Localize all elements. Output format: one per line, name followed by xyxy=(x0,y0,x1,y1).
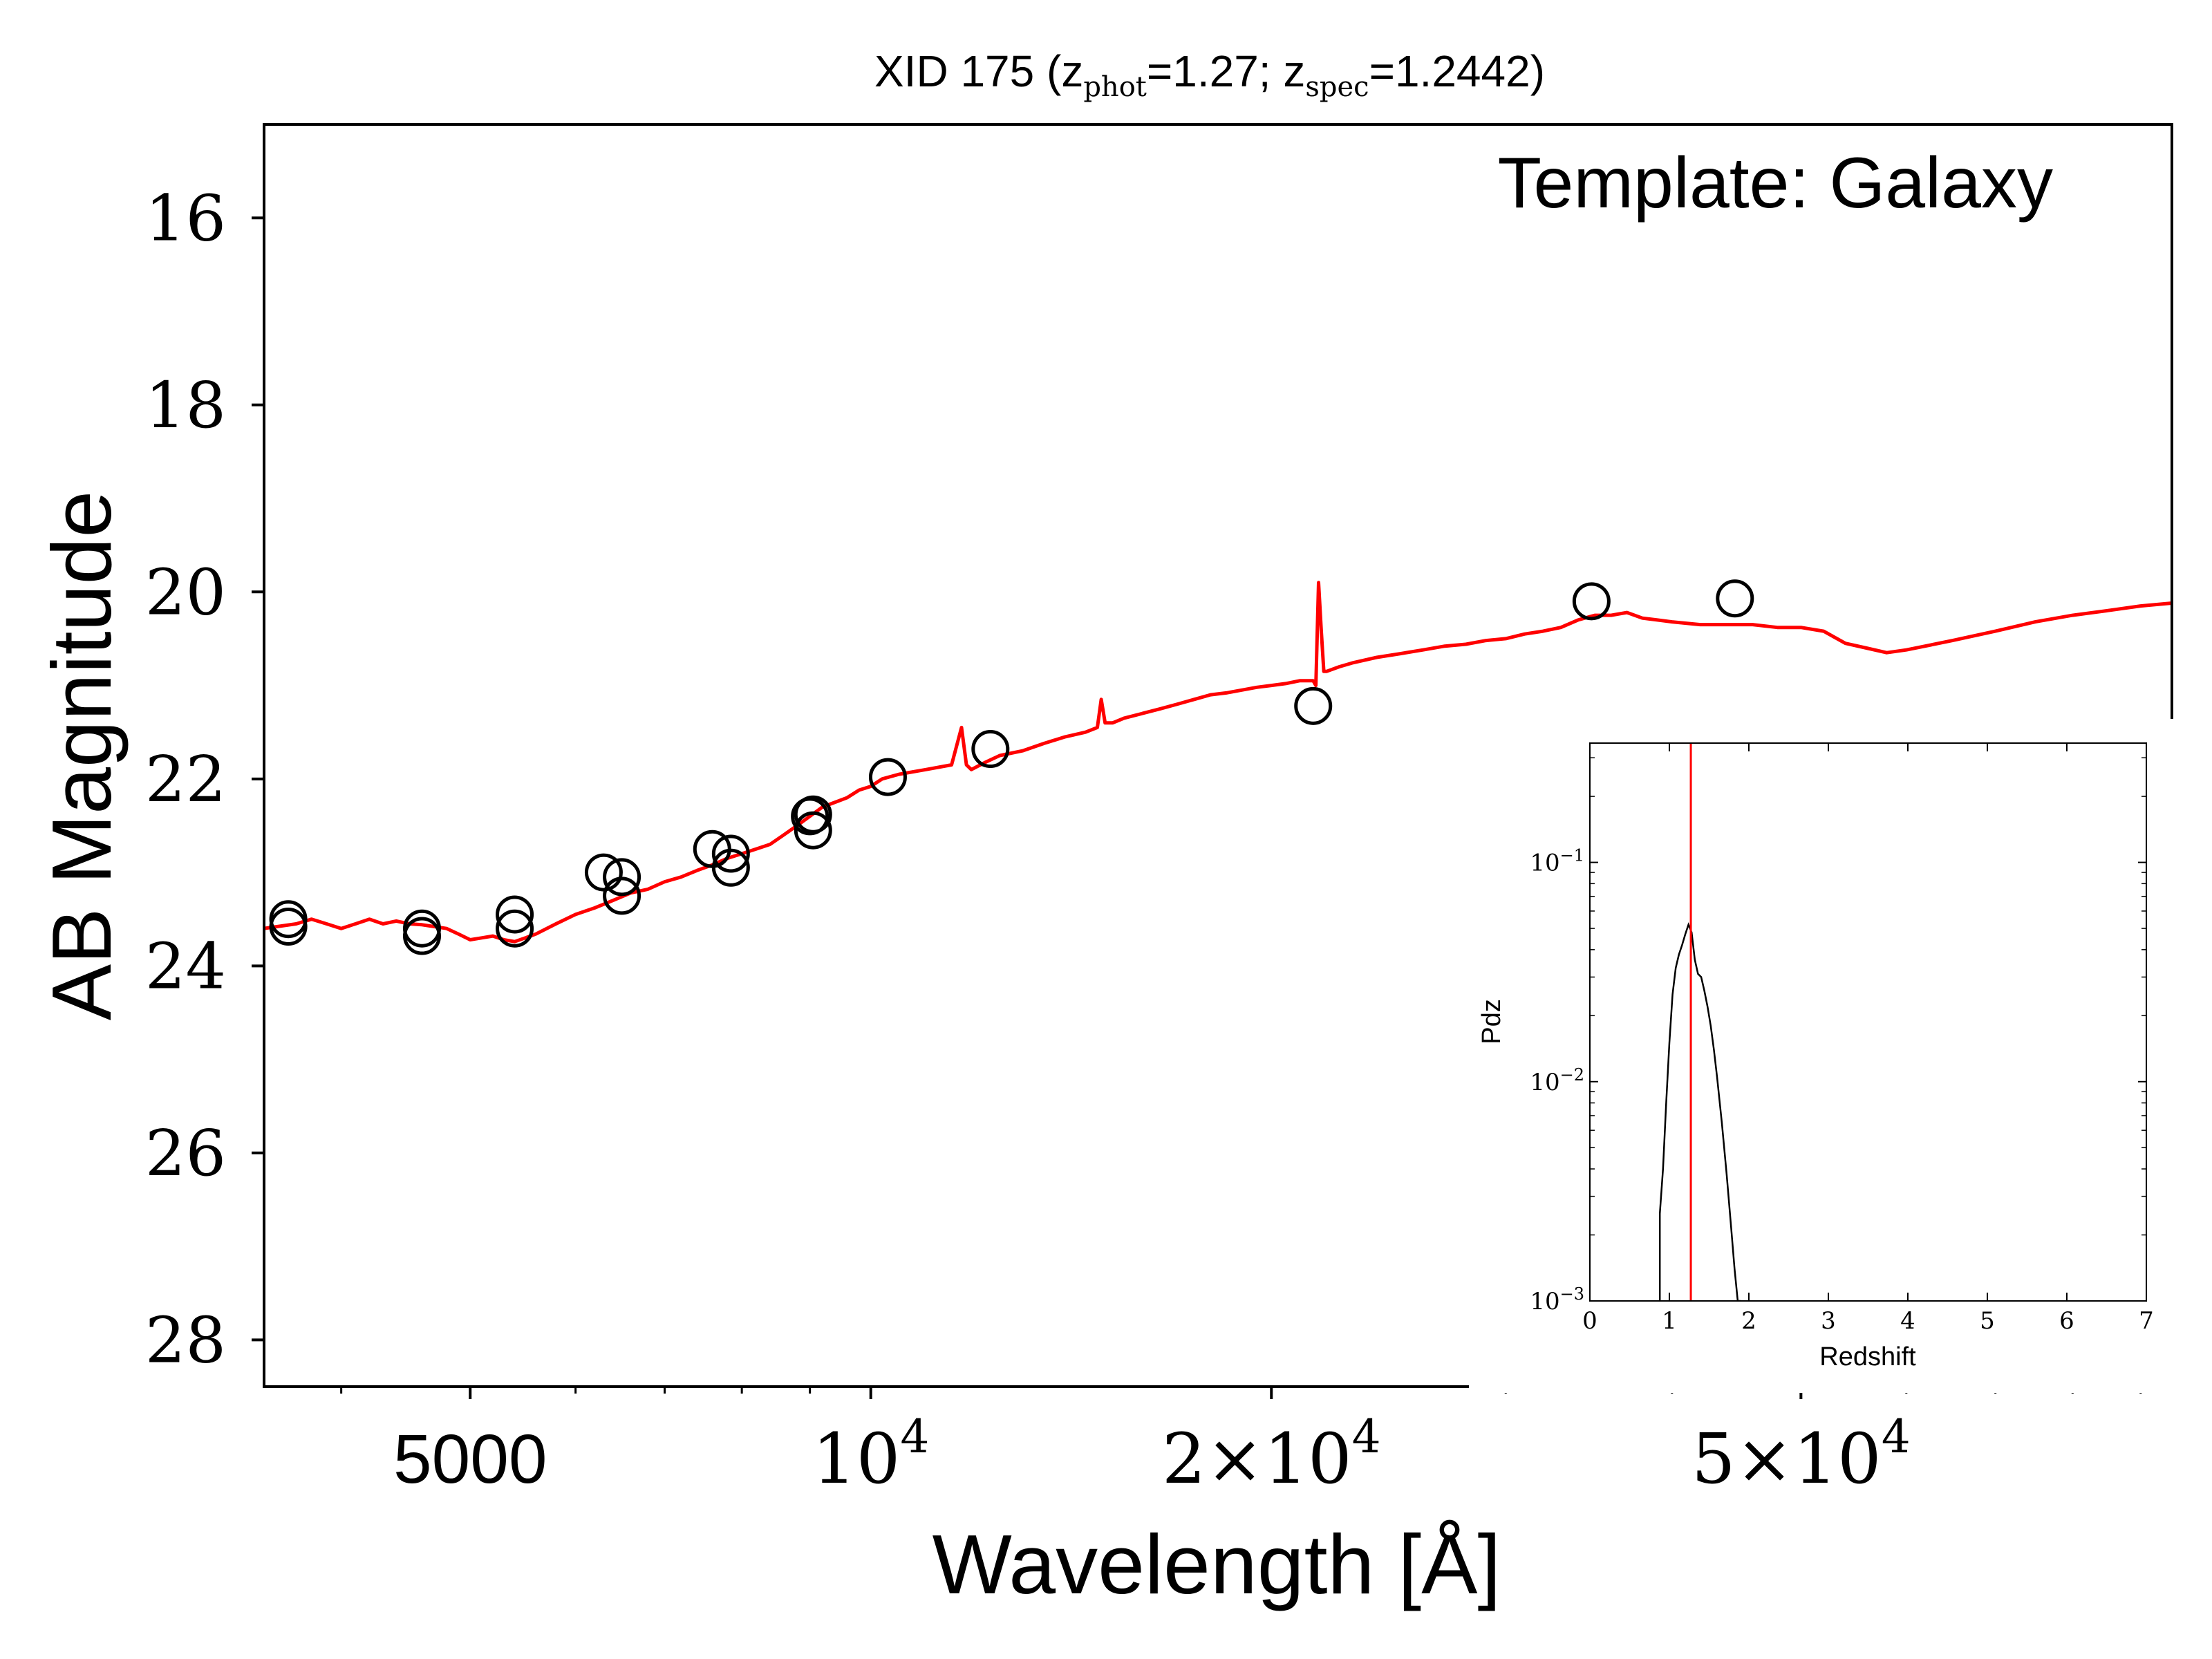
sed-x-ticks: 5000 104 2×104 5×104 xyxy=(340,1387,2142,1499)
pdz-y-tick-label: 10−3 xyxy=(1530,1284,1584,1315)
inset-background xyxy=(1469,719,2177,1393)
pdz-curve xyxy=(1658,922,1741,1301)
photometry-point xyxy=(794,795,832,834)
pdz-x-tick-label: 1 xyxy=(1662,1307,1677,1335)
photometry-point xyxy=(1716,579,1754,618)
pdz-plot-area xyxy=(1658,743,1741,1301)
pdz-x-tick-label: 7 xyxy=(2139,1307,2154,1335)
pdz-inset: 0 1 2 3 4 5 6 7 10−1 10−2 10−3 Redshift Pdz xyxy=(1469,719,2177,1393)
x-tick-label: 104 xyxy=(812,1410,929,1499)
sed-y-ticks: 16 18 20 22 24 26 28 xyxy=(145,181,264,1377)
x-tick-label: 2×104 xyxy=(1162,1410,1381,1499)
photometry-point xyxy=(1572,582,1611,621)
photometry-point xyxy=(496,909,534,948)
chart-title: XID 175 (zphot=1.27; zspec=1.2442) xyxy=(874,46,1545,103)
x-tick-label: 5×104 xyxy=(1691,1410,1911,1499)
pdz-y-axis-label: Pdz xyxy=(1477,999,1506,1044)
photometry-point xyxy=(584,853,623,892)
x-axis-label: Wavelength [Å] xyxy=(932,1517,1501,1611)
pdz-x-ticks: 0 1 2 3 4 5 6 7 xyxy=(1582,743,2154,1335)
photometry-point xyxy=(402,917,441,955)
x-tick-label: 5000 xyxy=(393,1421,547,1498)
y-tick-label: 24 xyxy=(145,929,226,1003)
photometry-point xyxy=(711,848,750,887)
y-tick-label: 20 xyxy=(145,555,226,629)
photometry-point xyxy=(603,858,641,897)
sed-plot-area xyxy=(264,579,2172,955)
y-tick-label: 28 xyxy=(145,1303,226,1377)
photometry-point xyxy=(496,895,534,934)
photometry-point xyxy=(971,730,1010,769)
pdz-y-ticks: 10−1 10−2 10−3 xyxy=(1530,757,2146,1315)
pdz-plot-frame xyxy=(1589,742,2147,1302)
photometry-point xyxy=(868,758,907,796)
y-tick-label: 26 xyxy=(145,1116,226,1190)
pdz-x-tick-label: 0 xyxy=(1582,1307,1597,1335)
pdz-y-tick-label: 10−1 xyxy=(1530,846,1584,877)
template-annotation: Template: Galaxy xyxy=(1498,143,2053,223)
pdz-x-axis-label: Redshift xyxy=(1819,1342,1916,1371)
photometry-points xyxy=(269,579,1754,955)
photometry-point xyxy=(603,877,641,915)
sed-template-line xyxy=(264,581,2172,944)
photometry-point xyxy=(1294,686,1333,725)
y-tick-label: 18 xyxy=(145,368,226,442)
pdz-y-tick-label: 10−2 xyxy=(1530,1065,1584,1096)
photometry-point xyxy=(269,908,308,946)
pdz-x-tick-label: 5 xyxy=(1980,1307,1995,1335)
pdz-x-tick-label: 6 xyxy=(2059,1307,2074,1335)
pdz-x-tick-label: 4 xyxy=(1900,1307,1915,1335)
y-axis-label: AB Magnitude xyxy=(35,491,129,1020)
y-tick-label: 22 xyxy=(145,742,226,816)
photometry-point xyxy=(794,811,832,850)
pdz-x-tick-label: 3 xyxy=(1821,1307,1836,1335)
photometry-point xyxy=(711,834,750,873)
y-tick-label: 16 xyxy=(145,181,226,255)
pdz-x-tick-label: 2 xyxy=(1741,1307,1756,1335)
